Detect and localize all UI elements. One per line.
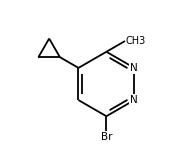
Text: N: N bbox=[130, 95, 138, 105]
Text: N: N bbox=[130, 63, 138, 73]
Text: CH3: CH3 bbox=[126, 36, 146, 46]
Text: Br: Br bbox=[101, 132, 112, 142]
